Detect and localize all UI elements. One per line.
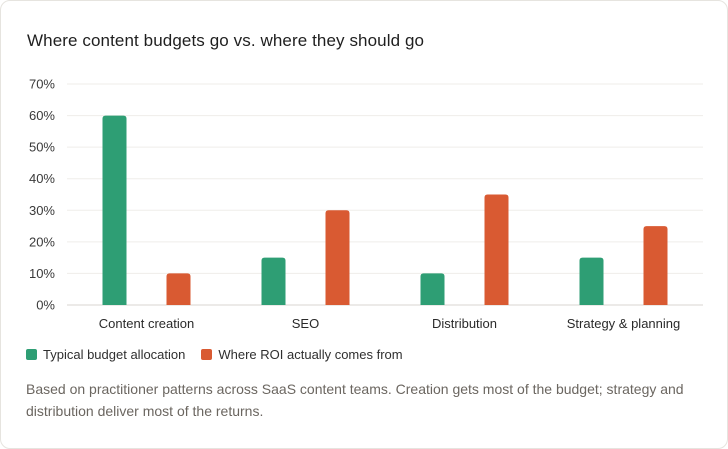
bar-budget-2 <box>420 273 445 305</box>
legend-label-budget: Typical budget allocation <box>43 347 186 362</box>
y-tick-label: 10% <box>29 266 55 281</box>
chart-footnote: Based on practitioner patterns across Sa… <box>26 381 684 419</box>
x-category-label: Content creation <box>99 316 194 331</box>
x-category-label: Strategy & planning <box>567 316 680 331</box>
bar-roi-3 <box>643 226 668 305</box>
legend-label-roi: Where ROI actually comes from <box>218 347 403 362</box>
bar-budget-3 <box>579 257 604 305</box>
legend-item-budget: Typical budget allocation <box>26 347 185 362</box>
chart-legend: Typical budget allocation Where ROI actu… <box>26 347 403 362</box>
legend-item-roi: Where ROI actually comes from <box>201 347 403 362</box>
y-tick-label: 20% <box>29 234 55 249</box>
bar-roi-1 <box>325 210 350 305</box>
chart-title: Where content budgets go vs. where they … <box>27 31 425 50</box>
y-tick-label: 30% <box>29 203 55 218</box>
legend-swatch-budget <box>26 349 37 360</box>
legend-swatch-roi <box>201 349 213 360</box>
x-category-label: SEO <box>292 316 319 331</box>
y-tick-label: 0% <box>36 298 55 313</box>
y-tick-label: 40% <box>29 171 55 186</box>
bar-chart: 0% 10% 20% 30% 40% 50% 60% 70% Content creation… <box>29 77 703 331</box>
x-category-label: Distribution <box>432 316 497 331</box>
y-tick-label: 60% <box>29 108 55 123</box>
y-tick-label: 50% <box>29 140 55 155</box>
bar-budget-0 <box>102 115 127 305</box>
bar-budget-1 <box>261 257 286 305</box>
bar-roi-2 <box>484 194 509 305</box>
y-tick-label: 70% <box>29 77 55 92</box>
bar-roi-0 <box>166 273 191 305</box>
